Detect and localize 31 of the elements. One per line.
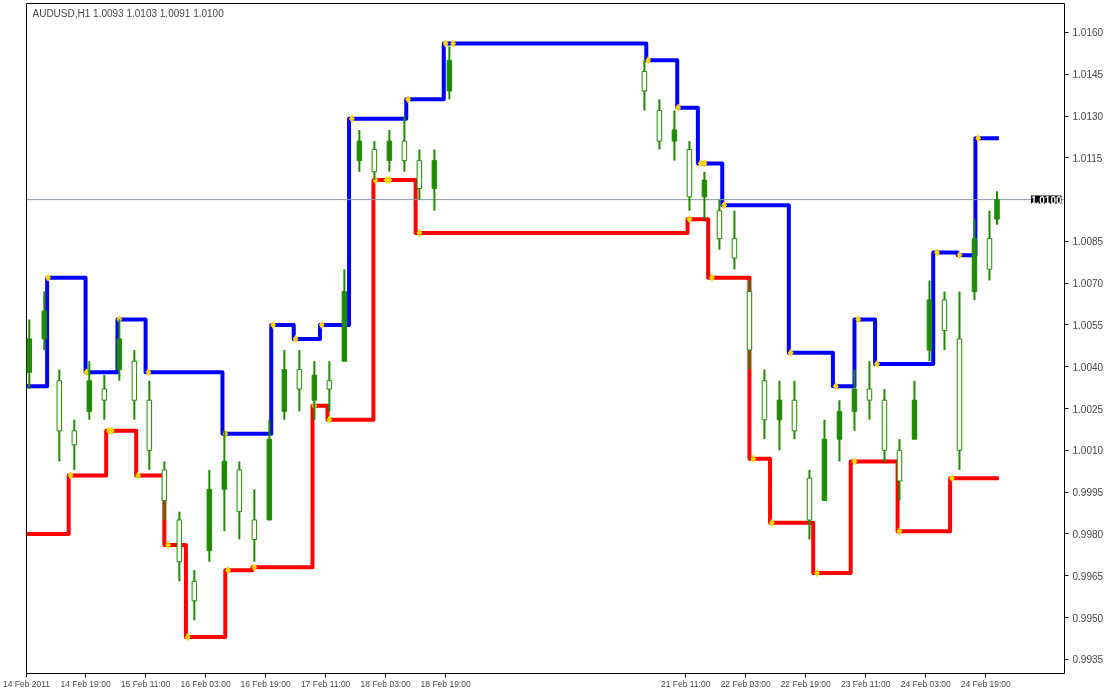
x-tick-label: 18 Feb 03:00 [360,678,411,689]
y-tick-label: 0.9950 [1072,612,1104,624]
y-tick-label: 0.9995 [1072,487,1104,499]
chart-title: AUDUSD,H1 1.0093 1.0103 1.0091 1.0100 [32,7,225,19]
x-tick-label: 16 Feb 03:00 [180,678,231,689]
x-tick-label: 14 Feb 2011 [2,678,51,689]
x-tick-label: 15 Feb 11:00 [120,678,171,689]
y-tick-label: 1.0070 [1072,278,1104,290]
x-tick-label: 18 Feb 19:00 [420,678,471,689]
x-tick-label: 24 Feb 03:00 [900,678,952,689]
y-tick-label: 1.0115 [1072,152,1103,164]
y-tick-label: 0.9965 [1072,570,1104,582]
y-tick-label: 1.0010 [1072,445,1104,457]
y-tick-label: 1.0145 [1072,69,1104,81]
x-tick-label: 22 Feb 19:00 [780,678,832,689]
y-tick-label: 1.0130 [1072,111,1104,123]
x-tick-label: 17 Feb 11:00 [300,678,351,689]
ref-line-label: 1.0100 [1030,194,1062,206]
y-tick-label: 1.0055 [1072,319,1104,331]
x-tick-label: 21 Feb 11:00 [660,678,711,689]
x-tick-label: 14 Feb 19:00 [60,678,111,689]
x-tick-label: 24 Feb 19:00 [960,678,1012,689]
y-tick-label: 1.0040 [1072,361,1104,373]
y-tick-label: 1.0025 [1072,403,1104,415]
y-tick-label: 1.0160 [1072,27,1104,39]
y-tick-label: 0.9980 [1072,528,1104,540]
x-tick-label: 23 Feb 11:00 [840,678,891,689]
y-tick-label: 0.9935 [1072,654,1104,666]
y-tick-label: 1.0085 [1072,236,1104,248]
x-tick-label: 16 Feb 19:00 [240,678,291,689]
x-tick-label: 22 Feb 03:00 [720,678,772,689]
